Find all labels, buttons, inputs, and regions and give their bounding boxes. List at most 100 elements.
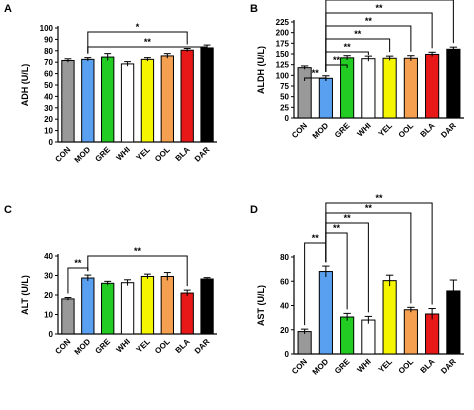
panel-b-y-tick-label: 225 <box>276 18 290 27</box>
panel-a-x-tick-label-con: CON <box>53 145 72 164</box>
panel-d-x-tick-label-dar: DAR <box>439 357 458 376</box>
panel-c-y-axis-label: ALT (U/L) <box>20 275 30 315</box>
panel-b-bar-whi <box>361 58 376 119</box>
panel-d-letter: D <box>250 204 258 216</box>
panel-a-x-tick-label-mod: MOD <box>73 145 93 165</box>
panel-d-x-tick-label-ool: OOL <box>397 357 416 376</box>
panel-a-y-tick-label: 100 <box>40 24 54 33</box>
panel-d-y-axis-label: AST (U/L) <box>256 285 266 326</box>
panel-d-y-tick-label: 40 <box>280 302 289 311</box>
panel-d-x-tick-label-yel: YEL <box>377 357 394 374</box>
panel-b-significance-bracket <box>304 77 327 81</box>
panel-c-y-tick-label: 20 <box>44 291 53 300</box>
panel-a-x-tick-label-bla: BLA <box>174 145 192 163</box>
panel-a-y-tick-label: 0 <box>49 138 54 147</box>
panel-b-x-tick-label-gre: GRE <box>333 121 352 140</box>
panel-a-y-tick-label: 10 <box>44 127 53 136</box>
panel-c-y-tick-label: 40 <box>44 252 53 261</box>
panel-a-x-tick-label-whi: WHI <box>115 145 132 162</box>
panel-a-significance-label: ** <box>144 37 152 47</box>
panel-b-bar-dar <box>446 48 461 119</box>
panel-b-bar-mod <box>318 77 333 119</box>
panel-d-bar-yel <box>382 280 397 355</box>
panel-d-y-tick-label: 80 <box>280 253 289 262</box>
panel-b-y-axis-label: ALDH (U/L) <box>256 46 266 94</box>
panel-b-bar-bla <box>425 53 440 119</box>
panel-b-x-tick-label-dar: DAR <box>439 121 458 140</box>
panel-a-bar-whi <box>120 63 135 143</box>
panel-c-bar-whi <box>120 282 135 335</box>
panel-b-significance-label: ** <box>354 29 362 39</box>
panel-c: C ALT (U/L) 0 10 20 30 40 CON MOD GRE WHI YEL OOL BLA… <box>4 204 217 357</box>
panel-b-y-tick-label: 50 <box>280 93 289 102</box>
panel-a-bar-ool <box>160 55 174 143</box>
panel-d-bar-ool <box>403 309 418 355</box>
panel-c-x-tick-label-bla: BLA <box>174 337 192 355</box>
panel-b-x-tick-label-con: CON <box>290 121 309 140</box>
panel-c-x-tick-label-yel: YEL <box>134 337 151 354</box>
panel-a-y-tick-label: 90 <box>44 35 53 44</box>
panel-d-significance-label: ** <box>375 193 383 203</box>
panel-b-y-tick-label: 100 <box>276 71 290 80</box>
panel-a-x-tick-label-dar: DAR <box>193 145 212 164</box>
panel-d-significance-label: ** <box>344 213 352 223</box>
panel-d-x-tick-label-bla: BLA <box>419 357 437 375</box>
panel-a-bar-yel <box>140 58 155 143</box>
panel-a-significance-label: * <box>136 22 140 32</box>
panel-b-x-tick-label-whi: WHI <box>355 121 372 138</box>
panel-b-x-tick-label-ool: OOL <box>397 121 416 140</box>
panel-c-letter: C <box>4 204 12 216</box>
panel-a-y-axis-label: ADH (U/L) <box>20 64 30 107</box>
panel-d-significance-label: ** <box>365 203 373 213</box>
panel-c-bar-yel <box>140 275 155 335</box>
panel-c-y-tick-label: 10 <box>44 311 53 320</box>
panel-b-y-tick-label: 150 <box>276 50 290 59</box>
panel-d-x-tick-label-whi: WHI <box>355 357 372 374</box>
panel-c-x-tick-label-mod: MOD <box>73 337 93 357</box>
panel-c-x-tick-label-dar: DAR <box>193 337 212 356</box>
panel-a-bar-con <box>61 59 75 143</box>
panel-a: A ADH (U/L) 0 10 20 30 40 50 60 70 80 90 100 CON MOD GR… <box>4 3 217 165</box>
panel-c-bar-mod <box>81 277 95 335</box>
panel-c-bar-bla <box>180 292 194 335</box>
panel-b-bar-con <box>297 67 312 119</box>
panel-b-y-tick-label: 125 <box>276 61 290 70</box>
panel-a-bar-dar <box>200 47 214 143</box>
panel-d: D AST (U/L) 0 20 40 60 80 CON MOD GRE WHI YEL OOL BLA… <box>250 193 464 377</box>
panel-b-y-tick-label: 175 <box>276 39 290 48</box>
panel-a-bar-bla <box>180 49 194 143</box>
panel-c-y-tick-label: 30 <box>44 272 53 281</box>
panel-c-bar-ool <box>160 275 174 335</box>
panel-b-x-tick-label-yel: YEL <box>377 121 394 138</box>
panel-d-significance-label: ** <box>312 233 320 243</box>
panel-b-significance-label: ** <box>344 42 352 52</box>
panel-b-x-tick-label-bla: BLA <box>419 121 437 139</box>
panel-d-bar-con <box>297 331 312 355</box>
panel-d-y-tick-label: 0 <box>285 350 290 359</box>
panel-a-x-tick-label-yel: YEL <box>134 145 151 162</box>
panel-b-significance-label: ** <box>375 3 383 13</box>
panel-d-bar-gre <box>340 316 355 355</box>
panel-a-y-tick-label: 70 <box>44 58 53 67</box>
panel-a-x-tick-label-gre: GRE <box>93 145 112 164</box>
panel-c-x-tick-label-whi: WHI <box>115 337 132 354</box>
panel-b-y-tick-label: 75 <box>280 82 289 91</box>
panel-a-y-tick-label: 20 <box>44 115 53 124</box>
panel-c-significance-label: ** <box>134 246 142 256</box>
panel-c-x-tick-label-gre: GRE <box>93 337 112 356</box>
panel-a-significance-bracket <box>87 31 188 54</box>
panel-a-y-tick-label: 80 <box>44 47 53 56</box>
panel-b-significance-label: ** <box>312 68 320 78</box>
panel-d-bar-mod <box>318 271 333 355</box>
panel-a-letter: A <box>4 3 12 15</box>
panel-b-significance-label: ** <box>333 55 341 65</box>
panel-a-y-tick-label: 50 <box>44 81 53 90</box>
panel-c-x-tick-label-ool: OOL <box>153 337 172 356</box>
panel-d-y-tick-label: 20 <box>280 326 289 335</box>
panel-d-x-tick-label-mod: MOD <box>311 357 331 377</box>
panel-c-y-tick-label: 0 <box>49 330 54 339</box>
panel-d-significance-bracket <box>325 202 433 305</box>
panel-d-x-tick-label-con: CON <box>290 357 309 376</box>
